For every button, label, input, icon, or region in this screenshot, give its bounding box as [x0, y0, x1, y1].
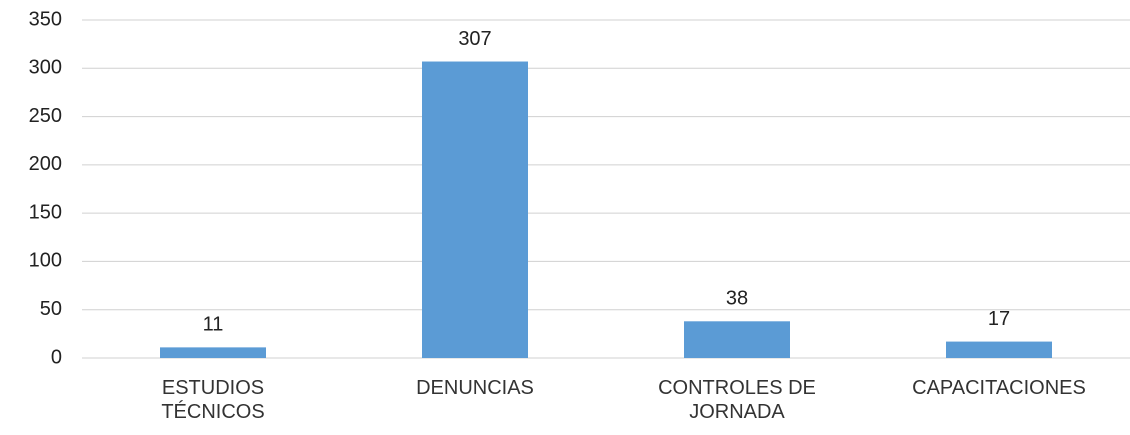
value-label: 17	[988, 308, 1010, 330]
bar	[946, 341, 1052, 358]
x-tick-label: DENUNCIAS	[416, 377, 534, 399]
bar	[422, 61, 528, 358]
x-tick-label: ESTUDIOS TÉCNICOS	[161, 377, 265, 423]
value-label: 38	[726, 288, 748, 310]
y-tick-label: 350	[29, 8, 62, 30]
value-label: 307	[458, 28, 491, 50]
x-tick-label: CONTROLES DE JORNADA	[658, 377, 816, 423]
x-tick-label-box: DENUNCIAS	[375, 376, 575, 400]
y-tick-label: 300	[29, 57, 62, 79]
y-tick-label: 200	[29, 153, 62, 175]
bar	[684, 321, 790, 358]
x-tick-label-box: ESTUDIOS TÉCNICOS	[113, 376, 313, 424]
y-tick-label: 150	[29, 201, 62, 223]
x-tick-label-box: CAPACITACIONES	[899, 376, 1099, 400]
y-tick-label: 50	[40, 298, 62, 320]
x-tick-label: CAPACITACIONES	[912, 377, 1086, 399]
y-tick-label: 0	[51, 346, 62, 368]
y-tick-label: 100	[29, 250, 62, 272]
x-tick-label-box: CONTROLES DE JORNADA	[637, 376, 837, 424]
value-label: 11	[203, 314, 224, 336]
bar	[160, 347, 266, 358]
y-tick-label: 250	[29, 105, 62, 127]
